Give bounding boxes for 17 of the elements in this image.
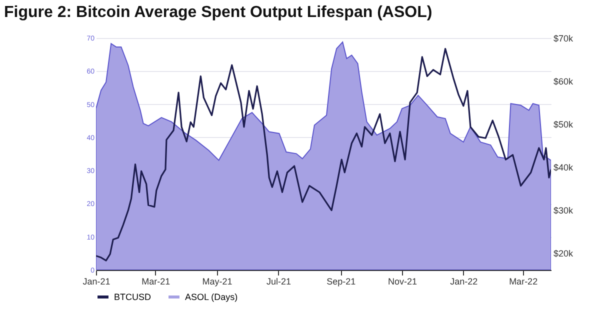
chart-title: Figure 2: Bitcoin Average Spent Output Lifespan (ASOL) (4, 4, 432, 21)
x-tick-label: Jan-21 (82, 276, 110, 286)
x-tick-label: Jul-21 (266, 276, 291, 286)
y2-tick-label: $30k (554, 205, 574, 216)
y2-tick-label: $60k (554, 76, 574, 86)
x-tick-label: Sep-21 (326, 276, 356, 286)
text: ASOL (Days) (185, 292, 238, 302)
x-tick-label: Mar-21 (142, 276, 170, 286)
x-tick-label: Nov-21 (388, 276, 418, 286)
x-tick-label: Jan-22 (450, 276, 478, 286)
y2-tick-label: $70k (554, 34, 574, 44)
legend-label: BTCUSD (114, 292, 152, 302)
y2-tick-label: $50k (554, 119, 574, 130)
x-tick-label: Mar-22 (509, 276, 538, 286)
y2-tick-label: $20k (554, 248, 574, 258)
y2-tick-label: $40k (554, 162, 574, 172)
x-tick-label: May-21 (202, 276, 232, 286)
